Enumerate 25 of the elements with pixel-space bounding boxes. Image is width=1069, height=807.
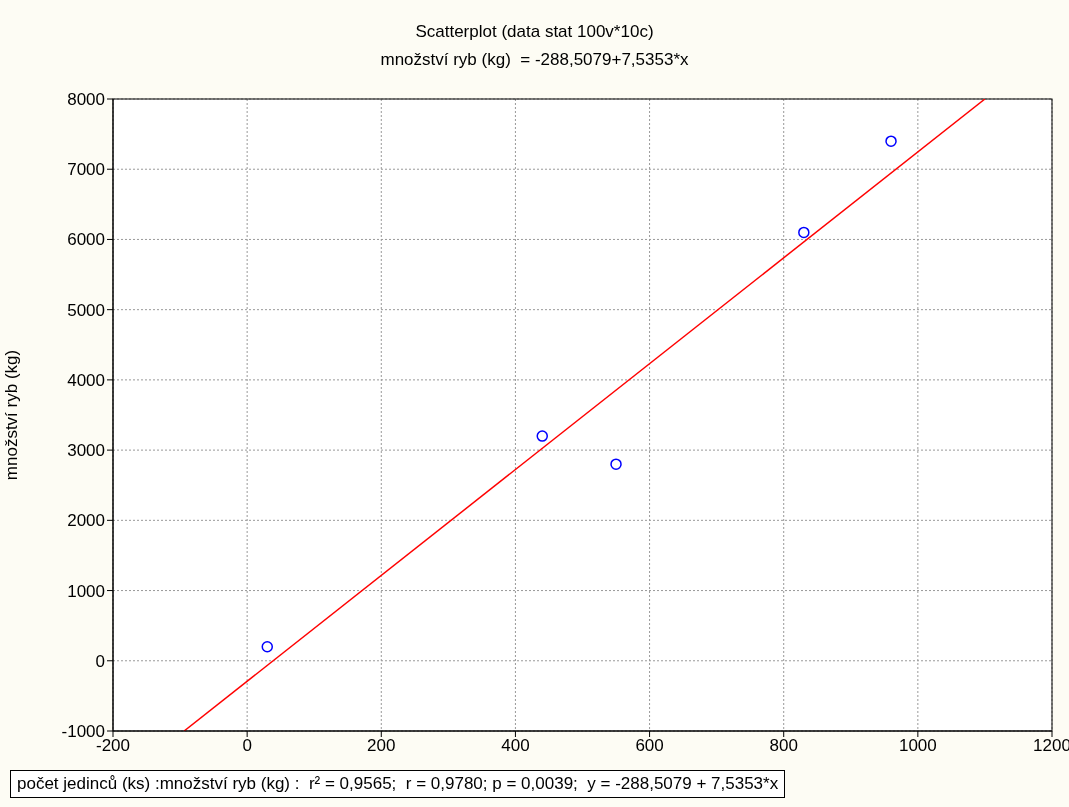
y-axis-title: množství ryb (kg) xyxy=(2,349,22,481)
x-tick-label: -200 xyxy=(95,736,131,756)
point xyxy=(885,135,897,147)
y-tick-label: 8000 xyxy=(67,90,105,110)
y-tick-label: 7000 xyxy=(67,160,105,180)
y-tick-label: 5000 xyxy=(67,300,105,320)
chart-title: Scatterplot (data stat 100v*10c) xyxy=(414,22,655,42)
x-tick-label: 600 xyxy=(635,736,664,756)
y-tick-label: 6000 xyxy=(67,230,105,250)
point xyxy=(610,458,622,470)
x-tick-label: 0 xyxy=(242,736,252,756)
y-tick-label: 1000 xyxy=(67,581,105,601)
chart-subtitle: množství ryb (kg) = -288,5079+7,5353*x xyxy=(379,50,690,70)
y-tick-label: 4000 xyxy=(67,370,105,390)
x-tick-label: 800 xyxy=(769,736,798,756)
y-tick-label: 3000 xyxy=(67,441,105,461)
point xyxy=(261,640,274,653)
point xyxy=(798,226,810,239)
point xyxy=(536,430,549,442)
text: počet jedinců (ks) :množství ryb (kg) : r² = 0,9565; r = 0,9780; p = 0,0039; y = -288,5079 + 7,5353*x xyxy=(10,770,786,798)
y-tick-label: 2000 xyxy=(67,511,105,531)
x-tick-label: 200 xyxy=(367,736,396,756)
x-tick-label: 400 xyxy=(501,736,530,756)
x-tick-label: 1000 xyxy=(898,736,937,756)
y-tick-label: 0 xyxy=(95,651,105,671)
